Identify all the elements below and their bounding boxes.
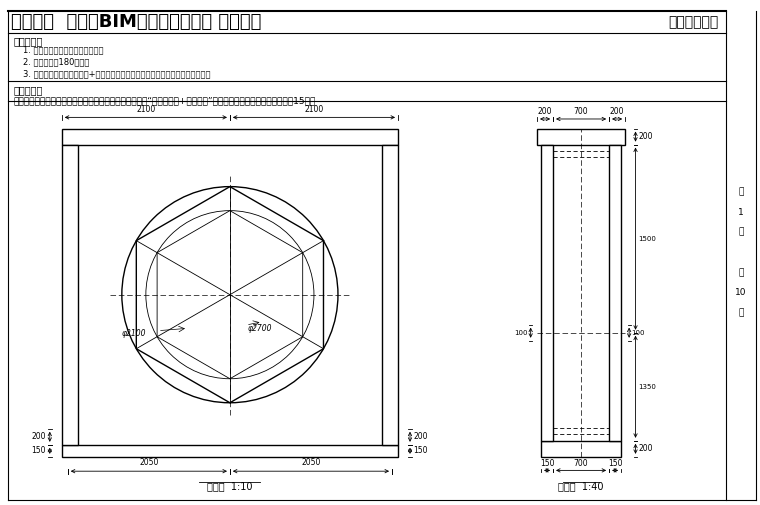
Bar <box>62 445 398 457</box>
Text: 一、根据给定尺寸建立六边形门洞模型，请将模型文件以“六边形门洞+考生姓名”为文件名保存到考生文件夹中。（15分）: 一、根据给定尺寸建立六边形门洞模型，请将模型文件以“六边形门洞+考生姓名”为文件… <box>14 96 316 105</box>
Text: 1500: 1500 <box>638 236 657 242</box>
Text: 700: 700 <box>574 459 588 468</box>
Text: 200: 200 <box>32 432 46 441</box>
Text: 100: 100 <box>632 330 645 336</box>
Text: 200: 200 <box>638 444 653 453</box>
Text: 页: 页 <box>738 309 744 318</box>
Text: 2100: 2100 <box>304 105 324 114</box>
Text: 2050: 2050 <box>139 459 159 467</box>
Bar <box>537 129 625 144</box>
Text: 150: 150 <box>540 459 554 468</box>
Text: 200: 200 <box>413 432 428 441</box>
Text: 1350: 1350 <box>638 384 657 390</box>
Text: 2050: 2050 <box>301 459 321 467</box>
Bar <box>541 144 553 441</box>
Text: 100: 100 <box>515 330 528 336</box>
Text: 2. 考试时间为180分钟；: 2. 考试时间为180分钟； <box>23 58 89 67</box>
Bar <box>609 144 621 441</box>
Text: φ2100: φ2100 <box>122 329 146 338</box>
Text: 200: 200 <box>538 107 553 116</box>
Text: 200: 200 <box>610 107 625 116</box>
Text: 3. 新建文件夹（以准考证号+姓名命名），用于存放本次考试产生成的全部文件。: 3. 新建文件夹（以准考证号+姓名命名），用于存放本次考试产生成的全部文件。 <box>23 70 211 79</box>
Text: 200: 200 <box>638 132 653 141</box>
Text: 10: 10 <box>735 288 747 297</box>
Text: 700: 700 <box>574 107 588 116</box>
Text: φ2700: φ2700 <box>248 324 272 333</box>
Text: 第十四期  「全国BIM技能等级考试」 一级试题: 第十四期 「全国BIM技能等级考试」 一级试题 <box>11 13 261 31</box>
Text: 共: 共 <box>738 268 744 277</box>
Bar <box>62 129 398 144</box>
Text: 剖视图  1:40: 剖视图 1:40 <box>559 481 604 491</box>
Text: 第: 第 <box>738 187 744 196</box>
Text: 150: 150 <box>32 446 46 456</box>
Text: 1: 1 <box>738 208 744 217</box>
Text: 150: 150 <box>413 446 428 456</box>
Bar <box>62 144 78 445</box>
Text: 试题部分：: 试题部分： <box>14 85 43 95</box>
Text: 考试要求：: 考试要求： <box>14 36 43 46</box>
Text: 150: 150 <box>608 459 622 468</box>
Bar <box>541 441 621 457</box>
Text: 1. 考试方式：计算机操作、闭卷；: 1. 考试方式：计算机操作、闭卷； <box>23 45 103 55</box>
Text: 页: 页 <box>738 228 744 237</box>
Bar <box>382 144 398 445</box>
Text: 2100: 2100 <box>136 105 156 114</box>
Text: 中国图学学会: 中国图学学会 <box>668 15 718 29</box>
Text: 主视图  1:10: 主视图 1:10 <box>207 481 252 491</box>
